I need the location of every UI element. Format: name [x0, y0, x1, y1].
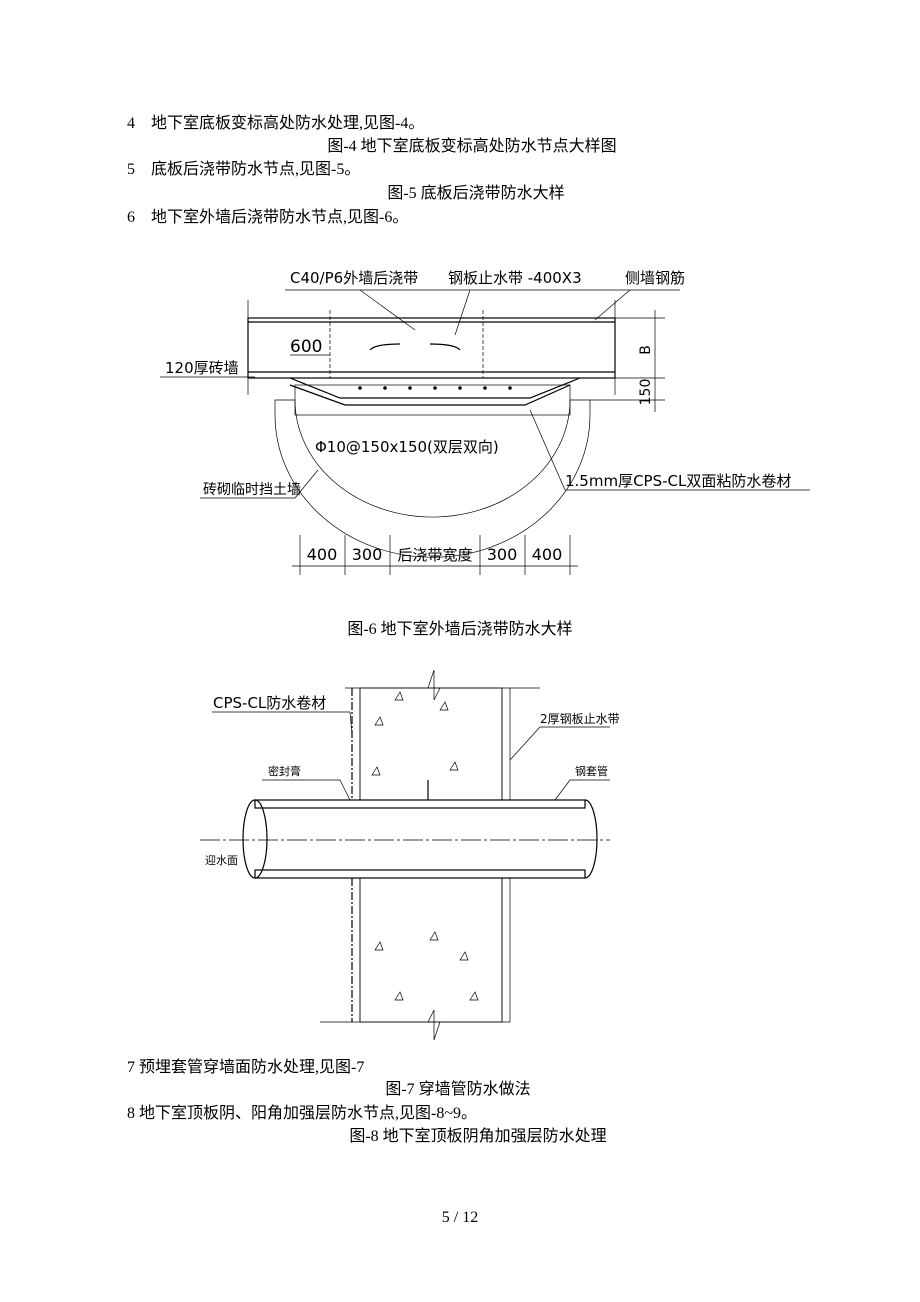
dimension-label: 后浇带宽度: [397, 546, 472, 564]
drawing-label: 钢套管: [575, 764, 608, 778]
caption: 图-8 地下室顶板阴角加强层防水处理: [349, 1127, 606, 1145]
caption: 图-6 地下室外墙后浇带防水大样: [347, 620, 572, 638]
paragraph: 4 地下室底板变标高处防水处理,见图-4。: [127, 114, 424, 132]
drawing-label: 钢板止水带 -400X3: [448, 269, 582, 287]
dimension-label: 300: [352, 545, 383, 564]
paragraph: 7 预埋套管穿墙面防水处理,见图-7: [127, 1058, 364, 1076]
drawing-label: 150: [638, 379, 654, 406]
drawing-label: 侧墙钢筋: [625, 269, 685, 287]
figure-7: [200, 669, 610, 1041]
caption: 图-4 地下室底板变标高处防水节点大样图: [327, 137, 616, 155]
drawing-label: Φ10@150x150(双层双向): [315, 438, 499, 456]
caption: 图-7 穿墙管防水做法: [385, 1080, 530, 1098]
drawing-label: 2厚钢板止水带: [540, 712, 620, 726]
figure-6: [160, 289, 810, 575]
paragraph: 5 底板后浇带防水节点,见图-5。: [127, 160, 360, 178]
page-number: 5 / 12: [442, 1209, 478, 1226]
drawing-label: 砖砌临时挡土墙: [203, 482, 301, 498]
drawing-label: 迎水面: [205, 854, 238, 867]
paragraph: 8 地下室顶板阴、阳角加强层防水节点,见图-8~9。: [127, 1104, 477, 1122]
drawing-label: 600: [290, 337, 322, 357]
dimension-label: 300: [487, 545, 518, 564]
drawing-label: C40/P6外墙后浇带: [290, 269, 418, 287]
drawing-label: 1.5mm厚CPS-CL双面粘防水卷材: [565, 472, 791, 490]
dimension-label: 400: [307, 545, 338, 564]
drawing-label: CPS-CL防水卷材: [213, 694, 326, 712]
drawing-label: B: [638, 345, 654, 355]
paragraph: 6 地下室外墙后浇带防水节点,见图-6。: [127, 208, 408, 226]
caption: 图-5 底板后浇带防水大样: [387, 184, 564, 202]
drawing-label: 密封膏: [268, 764, 301, 778]
drawing-label: 120厚砖墙: [165, 359, 239, 377]
dimension-label: 400: [532, 545, 563, 564]
